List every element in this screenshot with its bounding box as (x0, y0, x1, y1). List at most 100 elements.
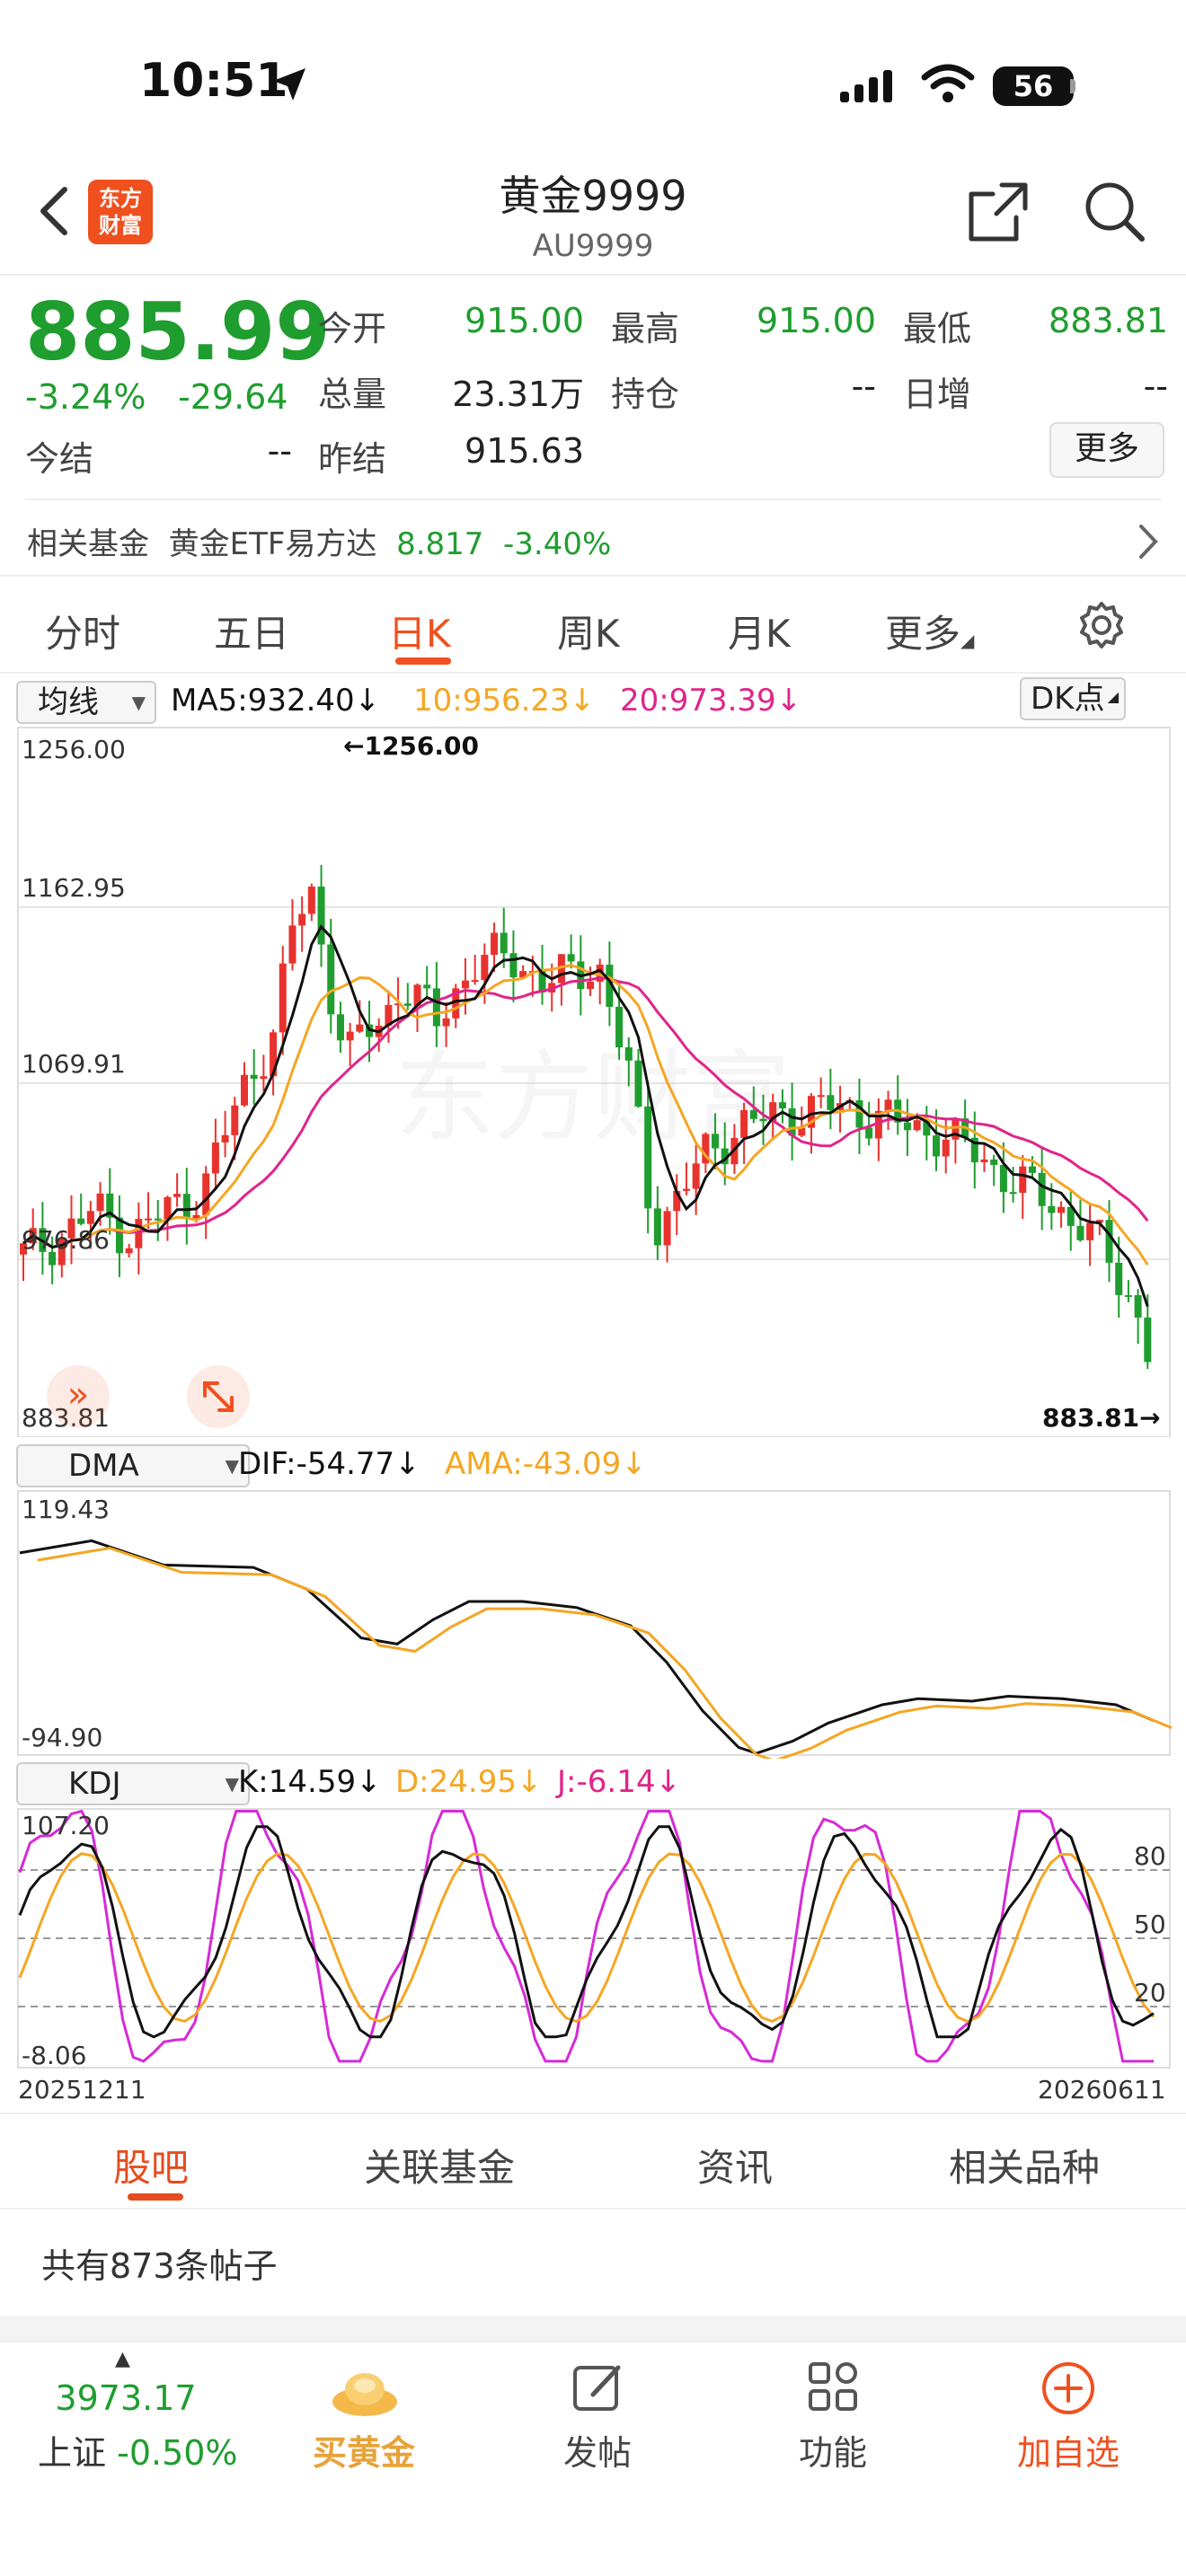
candle-body (721, 1148, 729, 1165)
search-icon[interactable] (1083, 180, 1147, 244)
candle-body (702, 1134, 710, 1164)
position-value: -- (851, 366, 876, 406)
dma-selector[interactable]: DMA ▼ (16, 1444, 250, 1487)
candle-body (491, 932, 499, 956)
candle-body (115, 1217, 123, 1254)
share-icon[interactable] (966, 180, 1031, 244)
kdj-level-50: 50 (1134, 1910, 1166, 1939)
bottom-tab-divider (0, 2208, 1186, 2210)
fullscreen-icon[interactable] (187, 1365, 250, 1428)
battery-tip (1070, 79, 1075, 93)
candle-body (1095, 1220, 1103, 1223)
ma-selector[interactable]: 均线 ▼ (16, 681, 156, 724)
volume-label: 总量 (318, 375, 387, 414)
dk-point-button[interactable]: DK点 ◢ (1020, 677, 1126, 720)
candle-body (413, 984, 421, 1006)
y-label-1: 1256.00 (22, 735, 126, 764)
candle-body (1038, 1172, 1046, 1206)
tab-intraday[interactable]: 分时 (45, 612, 121, 656)
add-watchlist-label[interactable]: 加自选 (1016, 2433, 1120, 2473)
back-chevron-icon[interactable] (36, 184, 72, 238)
candle-body (990, 1159, 998, 1165)
candle-body (58, 1238, 66, 1266)
kline-chart[interactable]: 东方财富 (0, 719, 1186, 1437)
candle-body (96, 1193, 104, 1212)
ama-value: AMA:-43.09↓ (445, 1446, 647, 1482)
kdj-y-bottom: -8.06 (22, 2041, 87, 2070)
candle-body (557, 954, 565, 984)
volume-value: 23.31万 (452, 375, 584, 414)
index-change-row[interactable]: 上证 -0.50% (38, 2433, 238, 2473)
candle-body (173, 1194, 181, 1197)
related-fund-row[interactable]: 相关基金 黄金ETF易方达 8.817 -3.40% (27, 526, 612, 562)
add-watchlist-icon[interactable] (1040, 2360, 1096, 2416)
expand-left-icon[interactable]: » (47, 1365, 110, 1428)
ma20-value: 20:973.39↓ (620, 683, 802, 719)
active-tab-indicator (395, 657, 451, 665)
functions-label[interactable]: 功能 (798, 2433, 867, 2473)
candle-body (663, 1211, 671, 1246)
more-quote-button[interactable]: 更多 (1049, 422, 1164, 478)
tab-news[interactable]: 资讯 (697, 2146, 774, 2190)
candle-body (692, 1163, 700, 1189)
gold-ingot-icon[interactable] (331, 2362, 399, 2418)
tab-more[interactable]: 更多◢ (885, 612, 975, 656)
tab-divider (0, 672, 1186, 674)
candle-body (481, 955, 489, 981)
tab-related-funds[interactable]: 关联基金 (364, 2146, 516, 2190)
location-arrow-icon (273, 68, 305, 101)
candle-body (298, 913, 306, 926)
candle-body (1105, 1220, 1113, 1263)
candle-body (77, 1218, 85, 1224)
prev-settle-value: 915.63 (465, 431, 584, 471)
candle-body (1067, 1206, 1075, 1226)
index-value[interactable]: 3973.17 (55, 2378, 197, 2418)
candle-body (1076, 1225, 1084, 1240)
post-label[interactable]: 发帖 (562, 2433, 632, 2473)
date-end: 20260611 (1038, 2075, 1166, 2104)
kdj-selector[interactable]: KDJ ▼ (16, 1762, 250, 1805)
candle-body (749, 1110, 757, 1119)
candle-body (260, 1076, 268, 1080)
kdj-level-20: 20 (1134, 1978, 1166, 2007)
candle-body (884, 1099, 892, 1111)
candle-body (933, 1135, 941, 1157)
chart-bottom-divider (0, 2113, 1186, 2114)
tab-guba[interactable]: 股吧 (113, 2146, 190, 2190)
candle-body (970, 1137, 978, 1163)
candle-body (615, 1006, 624, 1048)
dma-chart[interactable] (0, 1489, 1186, 1759)
tab-weekly-k[interactable]: 周K (557, 612, 620, 656)
gray-spacer (0, 2316, 1186, 2341)
settings-gear-icon[interactable] (1076, 600, 1127, 650)
buy-gold-label[interactable]: 买黄金 (312, 2433, 415, 2473)
candle-body (1048, 1205, 1056, 1213)
tab-related-varieties[interactable]: 相关品种 (949, 2146, 1101, 2190)
candle-body (1086, 1222, 1094, 1240)
candle-body (403, 1003, 412, 1006)
status-time: 10:51 (139, 54, 288, 108)
candle-body (20, 1243, 27, 1255)
ma5-value: MA5:932.40↓ (171, 683, 381, 719)
kdj-chart[interactable] (0, 1807, 1186, 2069)
min-price-marker: 883.81→ (1042, 1403, 1161, 1433)
candle-body (624, 1047, 633, 1061)
compose-post-icon[interactable] (571, 2360, 625, 2414)
candle-body (653, 1208, 661, 1246)
tab-daily-k[interactable]: 日K (388, 612, 451, 656)
open-label: 今开 (318, 309, 387, 348)
candle-body (192, 1214, 200, 1219)
functions-grid-icon[interactable] (807, 2360, 861, 2414)
open-value: 915.00 (465, 301, 584, 340)
tab-five-day[interactable]: 五日 (214, 612, 290, 656)
candle-body (211, 1142, 219, 1174)
candle-body (874, 1110, 882, 1139)
candle-body (817, 1095, 825, 1098)
tab-monthly-k[interactable]: 月K (728, 612, 791, 656)
candle-body (807, 1096, 815, 1128)
candle-body (798, 1127, 806, 1136)
candle-body (394, 1003, 403, 1006)
y-label-2: 1162.95 (22, 873, 126, 903)
candle-body (432, 988, 440, 1027)
candle-body (682, 1188, 690, 1191)
